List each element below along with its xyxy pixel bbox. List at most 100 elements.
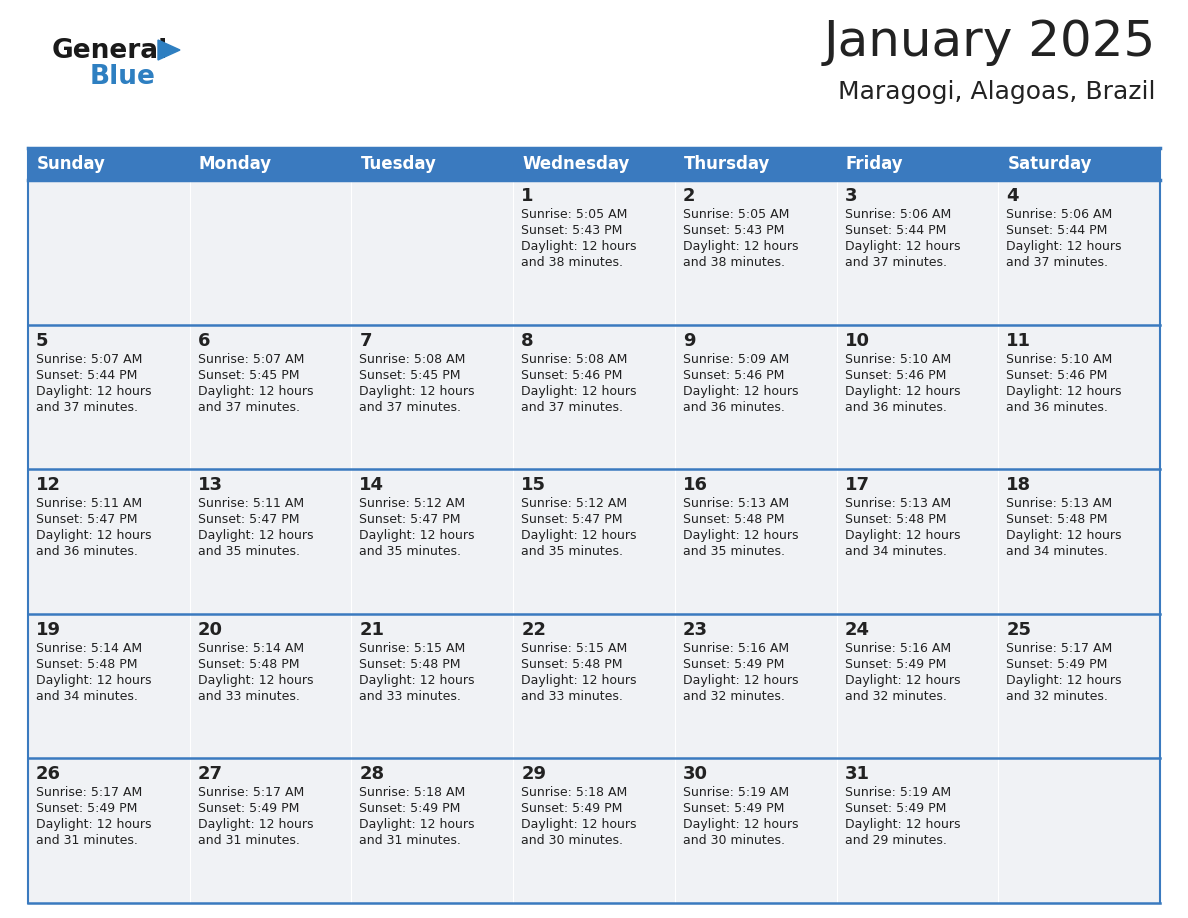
Text: and 34 minutes.: and 34 minutes.: [36, 689, 138, 703]
Text: 4: 4: [1006, 187, 1019, 205]
Text: 31: 31: [845, 766, 870, 783]
Text: Thursday: Thursday: [684, 155, 770, 173]
Text: Daylight: 12 hours: Daylight: 12 hours: [197, 385, 314, 397]
Text: 13: 13: [197, 476, 222, 494]
Text: Sunset: 5:44 PM: Sunset: 5:44 PM: [845, 224, 946, 237]
Text: Sunrise: 5:15 AM: Sunrise: 5:15 AM: [360, 642, 466, 655]
Text: and 30 minutes.: and 30 minutes.: [683, 834, 785, 847]
Text: Daylight: 12 hours: Daylight: 12 hours: [683, 529, 798, 543]
Text: Daylight: 12 hours: Daylight: 12 hours: [360, 529, 475, 543]
Text: and 33 minutes.: and 33 minutes.: [197, 689, 299, 703]
Text: Sunset: 5:47 PM: Sunset: 5:47 PM: [36, 513, 138, 526]
Bar: [190, 180, 352, 325]
Bar: [998, 614, 1159, 758]
Bar: [513, 325, 675, 469]
Text: 21: 21: [360, 621, 385, 639]
Bar: [352, 469, 513, 614]
Text: Sunrise: 5:11 AM: Sunrise: 5:11 AM: [36, 498, 143, 510]
Text: Sunset: 5:48 PM: Sunset: 5:48 PM: [1006, 513, 1107, 526]
Text: Daylight: 12 hours: Daylight: 12 hours: [360, 819, 475, 832]
Text: Sunset: 5:48 PM: Sunset: 5:48 PM: [683, 513, 784, 526]
Text: Daylight: 12 hours: Daylight: 12 hours: [197, 529, 314, 543]
Text: Daylight: 12 hours: Daylight: 12 hours: [197, 819, 314, 832]
Bar: [675, 325, 836, 469]
Text: 25: 25: [1006, 621, 1031, 639]
Text: 16: 16: [683, 476, 708, 494]
Text: Sunset: 5:49 PM: Sunset: 5:49 PM: [36, 802, 138, 815]
Text: Sunrise: 5:15 AM: Sunrise: 5:15 AM: [522, 642, 627, 655]
Bar: [675, 614, 836, 758]
Text: 20: 20: [197, 621, 222, 639]
Bar: [513, 180, 675, 325]
Text: and 35 minutes.: and 35 minutes.: [197, 545, 299, 558]
Text: 7: 7: [360, 331, 372, 350]
Text: Sunset: 5:46 PM: Sunset: 5:46 PM: [845, 369, 946, 382]
Text: Tuesday: Tuesday: [360, 155, 436, 173]
Text: Sunrise: 5:14 AM: Sunrise: 5:14 AM: [197, 642, 304, 655]
Text: Daylight: 12 hours: Daylight: 12 hours: [1006, 385, 1121, 397]
Bar: [352, 614, 513, 758]
Text: 30: 30: [683, 766, 708, 783]
Text: and 36 minutes.: and 36 minutes.: [1006, 400, 1108, 414]
Bar: [998, 180, 1159, 325]
Bar: [998, 758, 1159, 903]
Text: Sunday: Sunday: [37, 155, 106, 173]
Text: 2: 2: [683, 187, 695, 205]
Text: and 34 minutes.: and 34 minutes.: [1006, 545, 1108, 558]
Text: and 36 minutes.: and 36 minutes.: [683, 400, 785, 414]
Text: Sunrise: 5:08 AM: Sunrise: 5:08 AM: [522, 353, 627, 365]
Text: Daylight: 12 hours: Daylight: 12 hours: [522, 819, 637, 832]
Text: Daylight: 12 hours: Daylight: 12 hours: [36, 529, 152, 543]
Text: General: General: [52, 38, 169, 64]
Text: Daylight: 12 hours: Daylight: 12 hours: [1006, 529, 1121, 543]
Text: Sunset: 5:48 PM: Sunset: 5:48 PM: [522, 658, 623, 671]
Text: and 37 minutes.: and 37 minutes.: [197, 400, 299, 414]
Text: Daylight: 12 hours: Daylight: 12 hours: [683, 385, 798, 397]
Text: Sunset: 5:43 PM: Sunset: 5:43 PM: [522, 224, 623, 237]
Text: and 32 minutes.: and 32 minutes.: [683, 689, 785, 703]
Text: Sunrise: 5:09 AM: Sunrise: 5:09 AM: [683, 353, 789, 365]
Text: Sunset: 5:49 PM: Sunset: 5:49 PM: [845, 658, 946, 671]
Text: 5: 5: [36, 331, 49, 350]
Bar: [29, 180, 190, 325]
Text: Friday: Friday: [846, 155, 903, 173]
Text: Sunset: 5:49 PM: Sunset: 5:49 PM: [197, 802, 299, 815]
Text: and 33 minutes.: and 33 minutes.: [360, 689, 461, 703]
Text: Sunset: 5:49 PM: Sunset: 5:49 PM: [845, 802, 946, 815]
Bar: [190, 758, 352, 903]
Text: and 31 minutes.: and 31 minutes.: [360, 834, 461, 847]
Text: and 37 minutes.: and 37 minutes.: [1006, 256, 1108, 269]
Text: 9: 9: [683, 331, 695, 350]
Bar: [675, 180, 836, 325]
Bar: [29, 614, 190, 758]
Text: Daylight: 12 hours: Daylight: 12 hours: [845, 385, 960, 397]
Text: and 35 minutes.: and 35 minutes.: [522, 545, 624, 558]
Text: Sunrise: 5:06 AM: Sunrise: 5:06 AM: [1006, 208, 1112, 221]
Text: Daylight: 12 hours: Daylight: 12 hours: [845, 240, 960, 253]
Text: Sunrise: 5:14 AM: Sunrise: 5:14 AM: [36, 642, 143, 655]
Bar: [513, 469, 675, 614]
Text: 15: 15: [522, 476, 546, 494]
Text: Sunset: 5:49 PM: Sunset: 5:49 PM: [683, 658, 784, 671]
Text: Sunrise: 5:19 AM: Sunrise: 5:19 AM: [845, 787, 950, 800]
Text: Daylight: 12 hours: Daylight: 12 hours: [36, 819, 152, 832]
Bar: [29, 758, 190, 903]
Text: Sunrise: 5:05 AM: Sunrise: 5:05 AM: [522, 208, 627, 221]
Text: and 37 minutes.: and 37 minutes.: [36, 400, 138, 414]
Text: and 38 minutes.: and 38 minutes.: [683, 256, 785, 269]
Bar: [836, 469, 998, 614]
Text: Sunrise: 5:18 AM: Sunrise: 5:18 AM: [360, 787, 466, 800]
Text: Daylight: 12 hours: Daylight: 12 hours: [36, 674, 152, 687]
Bar: [190, 469, 352, 614]
Text: Sunrise: 5:06 AM: Sunrise: 5:06 AM: [845, 208, 950, 221]
Text: Daylight: 12 hours: Daylight: 12 hours: [1006, 674, 1121, 687]
Text: Monday: Monday: [198, 155, 272, 173]
Text: 19: 19: [36, 621, 61, 639]
Text: 11: 11: [1006, 331, 1031, 350]
Text: Sunset: 5:48 PM: Sunset: 5:48 PM: [845, 513, 946, 526]
Bar: [190, 614, 352, 758]
Bar: [190, 325, 352, 469]
Text: Daylight: 12 hours: Daylight: 12 hours: [522, 529, 637, 543]
Text: 24: 24: [845, 621, 870, 639]
Bar: [675, 469, 836, 614]
